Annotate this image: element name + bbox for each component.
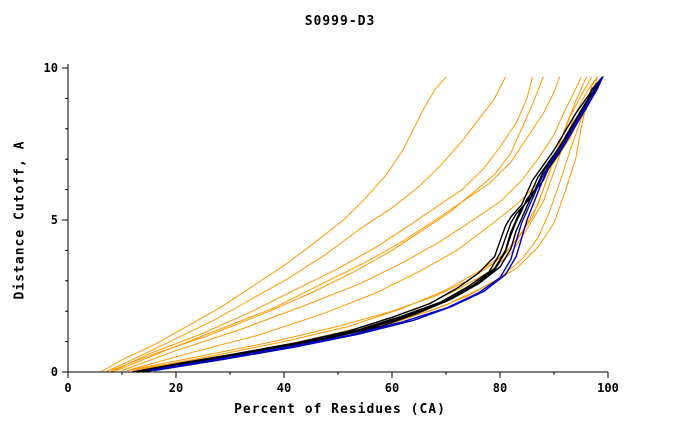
series-black-5 [137, 76, 604, 373]
series-orange-1 [99, 76, 447, 373]
series-orange-10 [143, 76, 598, 370]
series-orange-5 [121, 76, 582, 371]
series-black-3 [132, 76, 604, 373]
series-orange-11 [110, 76, 544, 371]
x-tick-label: 100 [597, 381, 619, 395]
series-blue-2 [153, 76, 604, 372]
x-tick-label: 60 [385, 381, 399, 395]
y-tick-label: 5 [51, 213, 58, 227]
series-orange-3 [110, 76, 533, 373]
x-tick-label: 20 [169, 381, 183, 395]
y-tick-label: 10 [44, 61, 58, 75]
series-blue-1 [148, 76, 604, 372]
chart-title: S0999-D3 [304, 14, 376, 29]
x-tick-label: 80 [493, 381, 507, 395]
series-orange-7 [132, 76, 593, 371]
y-tick-label: 0 [51, 365, 58, 379]
x-tick-label: 40 [277, 381, 291, 395]
series-orange-2 [105, 76, 506, 373]
x-tick-label: 0 [64, 381, 71, 395]
series-orange-4 [116, 76, 560, 371]
x-axis-label: Percent of Residues (CA) [234, 402, 446, 417]
series-orange-6 [126, 76, 587, 371]
